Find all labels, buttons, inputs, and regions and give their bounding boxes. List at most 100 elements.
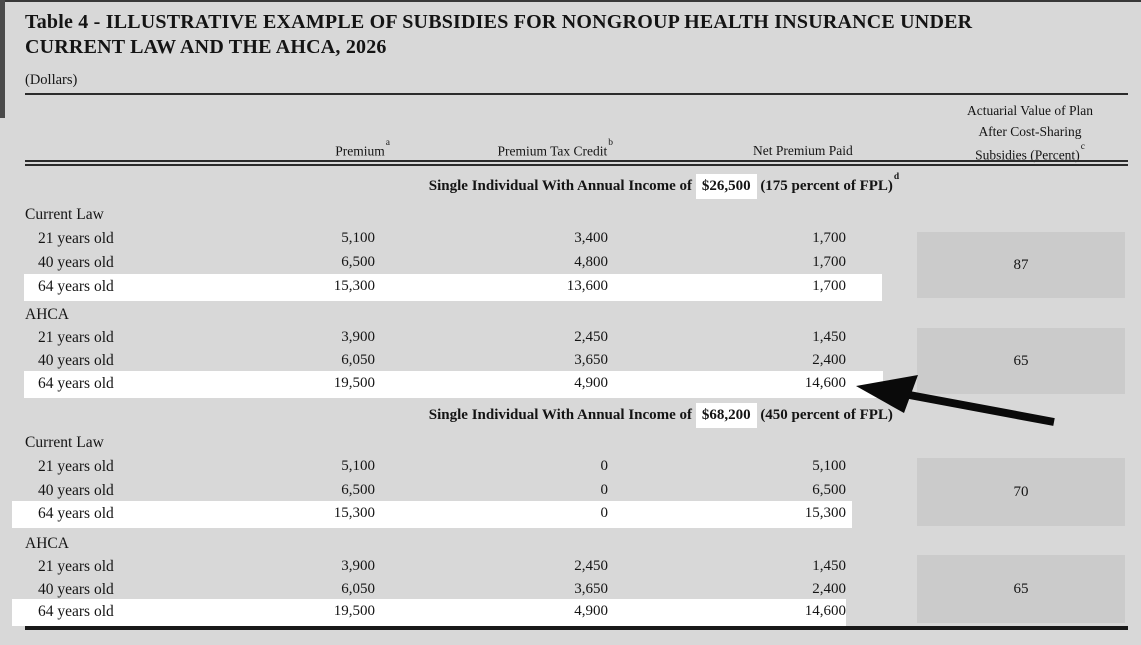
row-label: 40 years old: [38, 581, 114, 598]
scan-edge-top-artifact: [0, 0, 1141, 2]
table-row-highlighted: 64 years old 19,500 4,900 14,600: [25, 375, 1128, 395]
row-label: 64 years old: [38, 278, 114, 295]
tax-credit-value: 3,650: [574, 581, 608, 597]
table-row: 40 years old 6,050 3,650 2,400: [25, 581, 1128, 601]
section-header-prefix: Single Individual With Annual Income of: [428, 178, 696, 194]
footnote-marker-d: d: [893, 172, 900, 182]
row-label: 21 years old: [38, 329, 114, 346]
column-header-actuarial-line3: Subsidies (Percent)c: [925, 142, 1135, 166]
premium-value: 3,900: [341, 329, 375, 345]
column-header-premium-label: Premium: [335, 143, 385, 159]
table-row-highlighted: 64 years old 19,500 4,900 14,600: [25, 603, 1128, 623]
row-label: 40 years old: [38, 482, 114, 499]
actuarial-value: 65: [1013, 352, 1029, 369]
premium-value: 19,500: [333, 375, 375, 391]
table-row: 40 years old 6,500 4,800 1,700: [25, 254, 1128, 274]
group-label-current-law: Current Law: [25, 206, 104, 223]
net-premium-value: 1,700: [812, 230, 846, 246]
group-label-current-law: Current Law: [25, 434, 104, 451]
actuarial-value: 70: [1013, 483, 1029, 500]
column-header-net-premium-label: Net Premium Paid: [753, 143, 853, 158]
actuarial-value: 65: [1013, 580, 1029, 597]
tax-credit-value: 0: [600, 482, 609, 498]
tax-credit-value: 2,450: [574, 329, 608, 345]
row-label: 64 years old: [38, 505, 114, 522]
net-premium-value: 1,700: [812, 278, 846, 294]
actuarial-value: 87: [1013, 256, 1029, 273]
row-label: 40 years old: [38, 254, 114, 271]
group-label-ahca: AHCA: [25, 306, 69, 323]
table-row: 21 years old 5,100 0 5,100: [25, 458, 1128, 478]
scan-edge-left-artifact: [0, 0, 5, 118]
table-row-highlighted: 64 years old 15,300 0 15,300: [25, 505, 1128, 525]
table-row: 21 years old 5,100 3,400 1,700: [25, 230, 1128, 250]
column-header-actuarial: Actuarial Value of Plan After Cost-Shari…: [925, 100, 1135, 166]
actuarial-value-box-ahca-1: 65: [917, 328, 1125, 394]
premium-value: 6,050: [341, 352, 375, 368]
table-row: 40 years old 6,500 0 6,500: [25, 482, 1128, 502]
table-title-line2: CURRENT LAW AND THE AHCA, 2026: [25, 36, 387, 58]
highlight-band-64yo-ahca-1: [24, 371, 883, 398]
column-header-actuarial-line3-label: Subsidies (Percent): [975, 147, 1080, 163]
column-header-premium: Premiuma: [250, 138, 390, 160]
table-row: 21 years old 3,900 2,450 1,450: [25, 558, 1128, 578]
tax-credit-value: 13,600: [566, 278, 608, 294]
arrow-annotation-icon: [856, 375, 1055, 426]
tax-credit-value: 2,450: [574, 558, 608, 574]
row-label: 40 years old: [38, 352, 114, 369]
income-highlight-26500: $26,500: [695, 174, 757, 199]
income-highlight-68200: $68,200: [695, 403, 757, 428]
net-premium-value: 14,600: [804, 375, 846, 391]
premium-value: 15,300: [333, 278, 375, 294]
highlight-band-64yo-current-law-1: [24, 274, 882, 301]
table-row: 21 years old 3,900 2,450 1,450: [25, 329, 1128, 349]
tax-credit-value: 4,900: [574, 603, 608, 619]
section-header-prefix: Single Individual With Annual Income of: [428, 407, 696, 423]
net-premium-value: 1,450: [812, 558, 846, 574]
net-premium-value: 1,700: [812, 254, 846, 270]
footnote-marker-c: c: [1080, 142, 1085, 152]
premium-value: 5,100: [341, 458, 375, 474]
net-premium-value: 14,600: [804, 603, 846, 619]
footnote-marker-a: a: [385, 138, 390, 148]
column-header-tax-credit: Premium Tax Creditb: [450, 138, 613, 160]
net-premium-value: 15,300: [804, 505, 846, 521]
net-premium-value: 2,400: [812, 581, 846, 597]
tax-credit-value: 3,400: [574, 230, 608, 246]
units-label: (Dollars): [25, 72, 78, 88]
column-header-net-premium: Net Premium Paid: [753, 143, 883, 159]
header-divider: [25, 93, 1128, 95]
premium-value: 6,500: [341, 482, 375, 498]
tax-credit-value: 3,650: [574, 352, 608, 368]
actuarial-value-box-current-law-2: 70: [917, 458, 1125, 526]
table-row: 40 years old 6,050 3,650 2,400: [25, 352, 1128, 372]
highlight-band-64yo-current-law-2: [12, 501, 852, 528]
section-header-suffix: (175 percent of FPL): [756, 178, 893, 194]
footnote-marker-b: b: [608, 138, 613, 148]
premium-value: 6,050: [341, 581, 375, 597]
column-header-tax-credit-label: Premium Tax Credit: [497, 143, 608, 159]
group-label-ahca: AHCA: [25, 535, 69, 552]
premium-value: 19,500: [333, 603, 375, 619]
net-premium-value: 5,100: [812, 458, 846, 474]
table-bottom-rule: [25, 626, 1128, 630]
section-header-68200: Single Individual With Annual Income of …: [200, 401, 1128, 428]
table-title: Table 4 - ILLUSTRATIVE EXAMPLE OF SUBSID…: [25, 10, 1085, 60]
tax-credit-value: 0: [600, 458, 609, 474]
row-label: 21 years old: [38, 558, 114, 575]
table-title-line1: Table 4 - ILLUSTRATIVE EXAMPLE OF SUBSID…: [25, 11, 973, 33]
column-header-actuarial-line1: Actuarial Value of Plan: [966, 103, 1094, 118]
double-divider: [25, 160, 1128, 166]
column-header-actuarial-line2: After Cost-Sharing: [978, 124, 1082, 139]
row-label: 21 years old: [38, 458, 114, 475]
tax-credit-value: 4,900: [574, 375, 608, 391]
row-label: 64 years old: [38, 375, 114, 392]
row-label: 64 years old: [38, 603, 114, 620]
actuarial-value-box-ahca-2: 65: [917, 555, 1125, 623]
actuarial-value-box-current-law-1: 87: [917, 232, 1125, 298]
tax-credit-value: 4,800: [574, 254, 608, 270]
premium-value: 6,500: [341, 254, 375, 270]
net-premium-value: 1,450: [812, 329, 846, 345]
net-premium-value: 6,500: [812, 482, 846, 498]
